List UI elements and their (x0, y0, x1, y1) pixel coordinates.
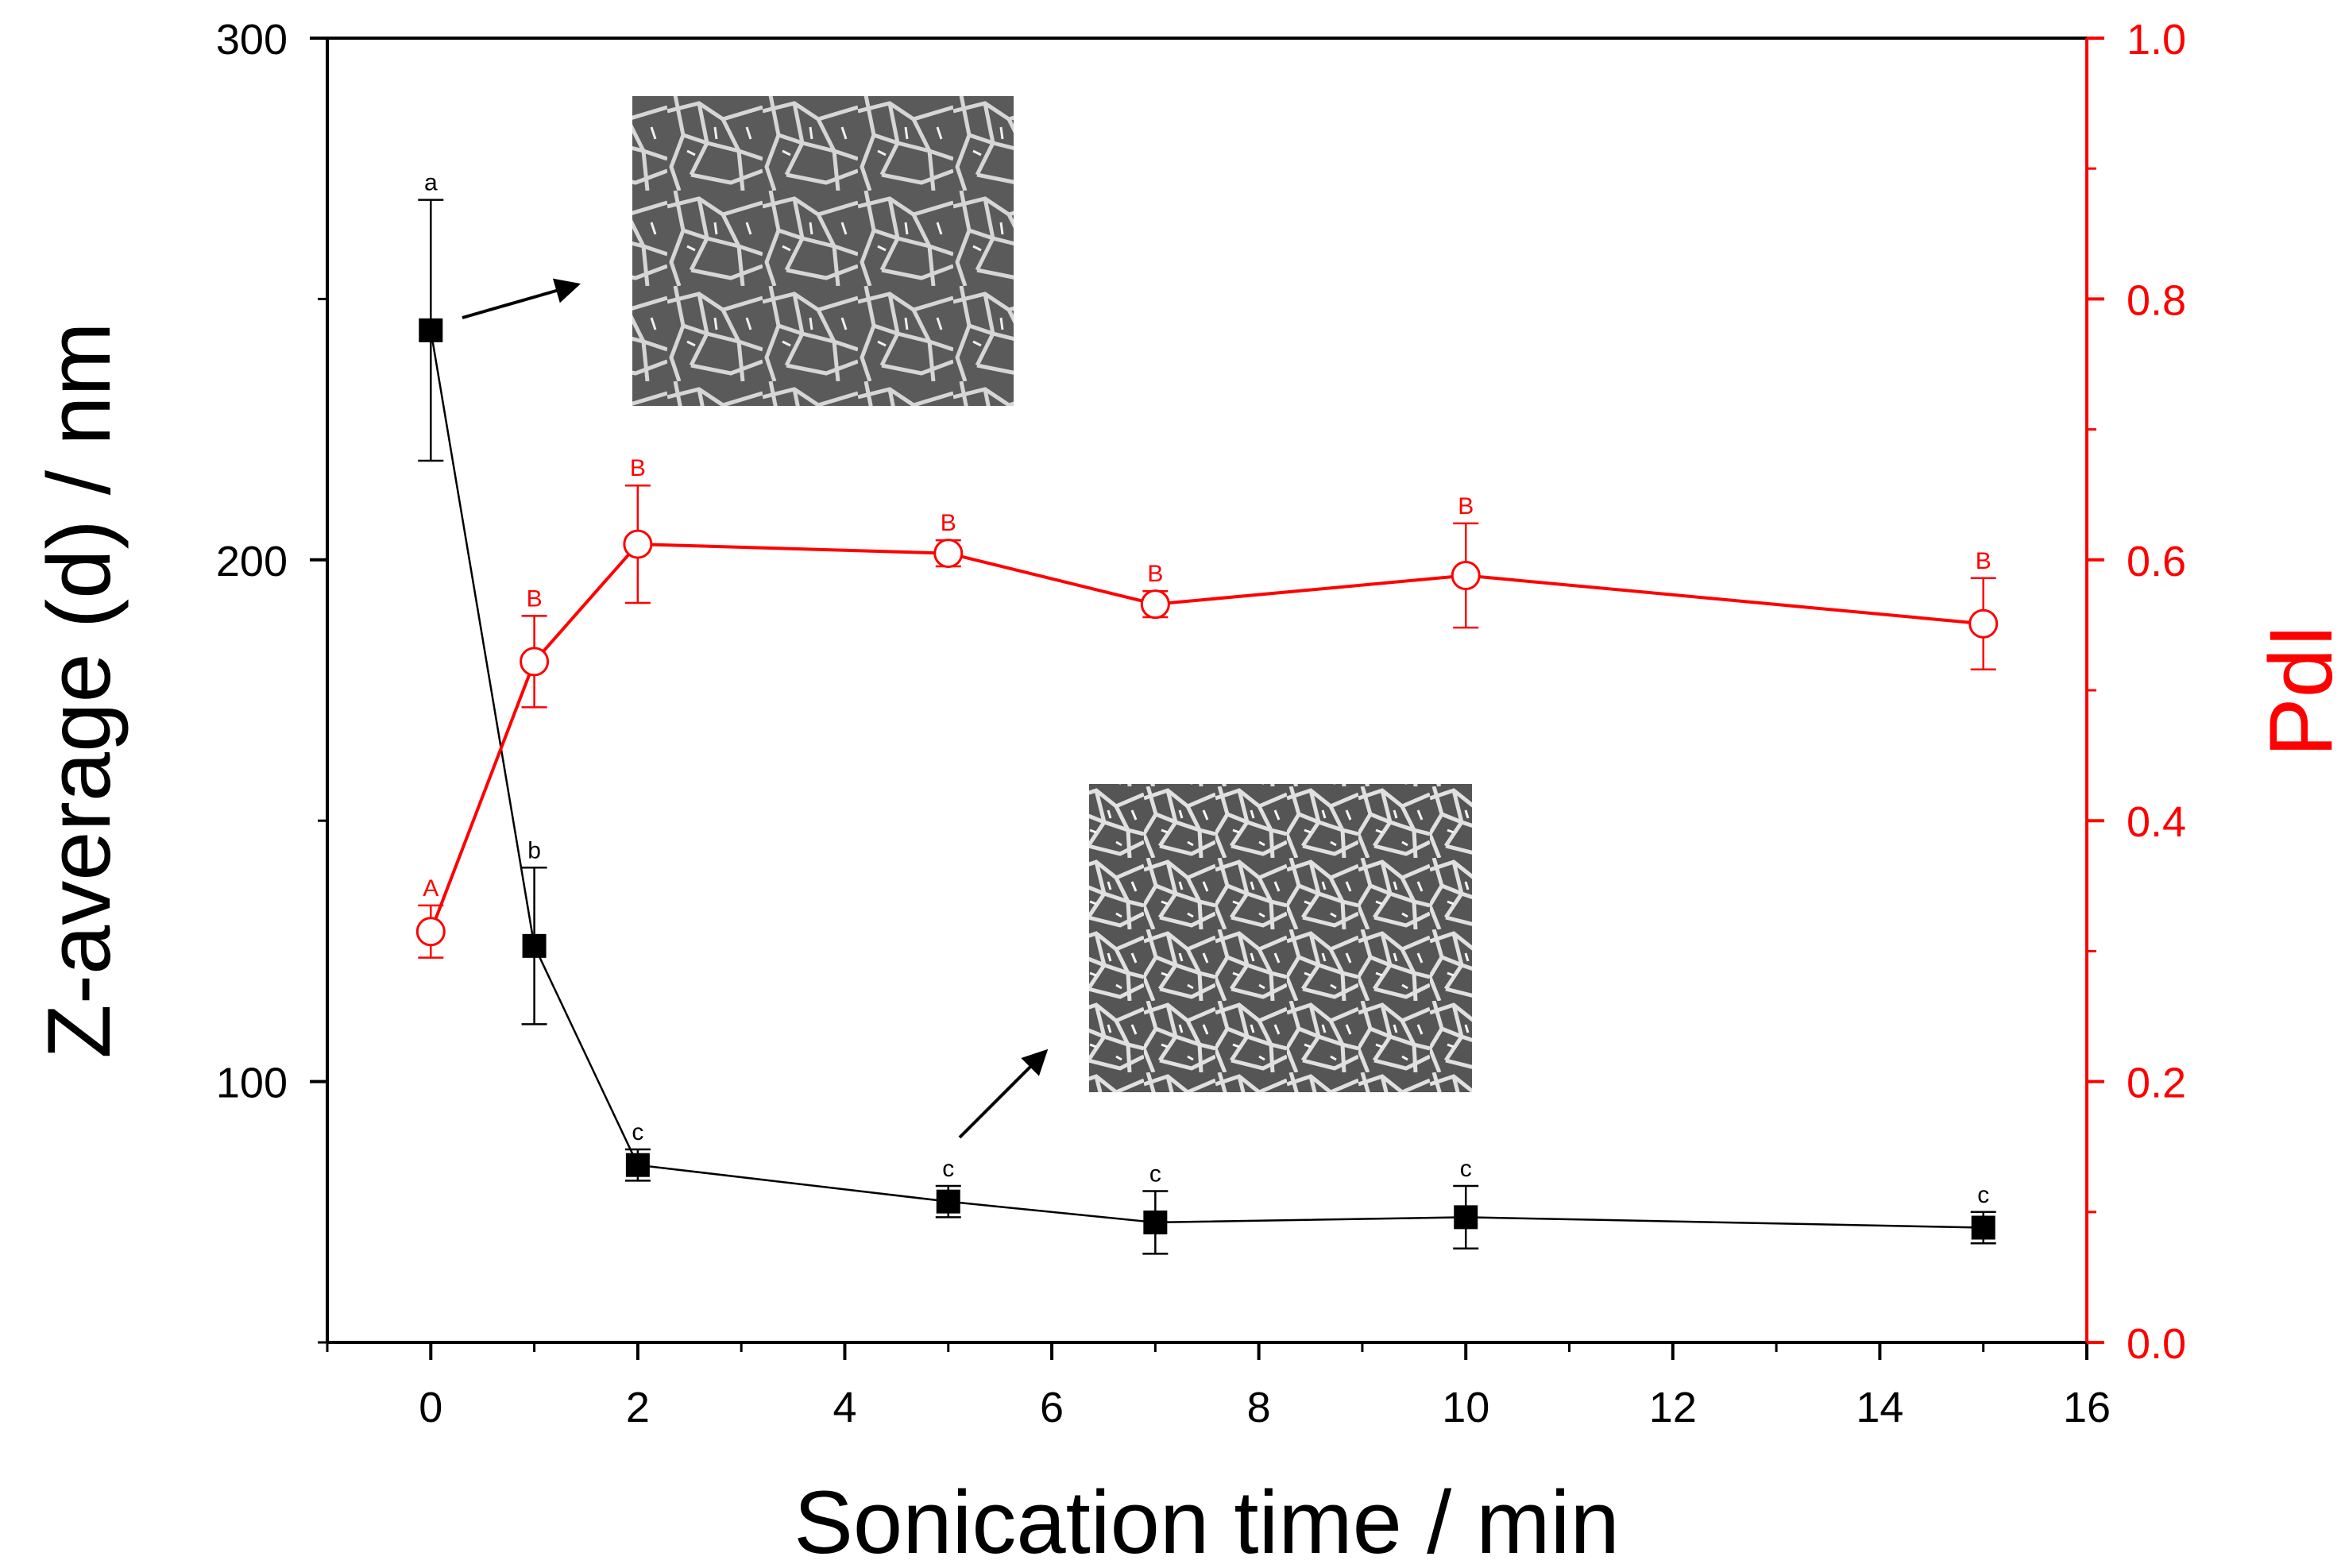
pdi-significance-label: B (941, 510, 956, 536)
y-right-tick-label: 0.6 (2127, 538, 2186, 585)
pdi-point (520, 647, 550, 677)
zavg-line (430, 330, 1984, 1229)
zavg-point (522, 933, 547, 958)
pdi-point (1451, 561, 1481, 591)
series-pdi: A B B B B B B (415, 455, 1999, 959)
inset-arrow-0min (462, 278, 581, 319)
y-right-axis-ticks: 0.0 0.2 0.4 0.6 0.8 1.0 (2087, 16, 2186, 1368)
zavg-significance-label: c (1149, 1161, 1161, 1188)
y-left-tick-label: 100 (216, 1060, 288, 1107)
series-zavg: a b c c c c c (418, 170, 1996, 1255)
pdi-point (415, 917, 446, 947)
y-right-tick-label: 1.0 (2127, 16, 2186, 64)
y-right-tick-label: 0.0 (2127, 1320, 2186, 1368)
y-left-axis-title: Z-average (d) / nm (29, 322, 129, 1058)
x-tick-label: 6 (1040, 1384, 1064, 1431)
zavg-significance-label: a (424, 170, 438, 196)
pdi-significance-label: B (1458, 493, 1474, 519)
zavg-point (1971, 1215, 1995, 1240)
pdi-point (1140, 589, 1170, 620)
x-tick-label: 12 (1649, 1384, 1697, 1431)
x-tick-label: 0 (419, 1384, 442, 1431)
y-right-tick-label: 0.2 (2127, 1060, 2186, 1107)
x-tick-label: 4 (833, 1384, 856, 1431)
zavg-significance-label: c (942, 1156, 954, 1182)
series-layer: a b c c c c c A B B B B B B (415, 170, 1999, 1255)
y-left-tick-label: 200 (216, 538, 288, 585)
inset-arrow-5min (958, 1049, 1049, 1139)
y-right-axis-title: PdI (2251, 624, 2345, 757)
pdi-point (933, 539, 964, 569)
zavg-point (419, 318, 443, 342)
x-tick-label: 14 (1856, 1384, 1903, 1431)
x-axis-ticks: 0 2 4 6 8 10 12 14 16 (326, 1342, 2111, 1431)
zavg-significance-label: c (1977, 1182, 1989, 1208)
x-tick-label: 8 (1247, 1384, 1271, 1431)
zavg-point (936, 1189, 960, 1214)
pdi-significance-label: B (630, 455, 646, 481)
zavg-significance-label: b (527, 837, 541, 863)
pdi-significance-label: B (1976, 548, 1992, 574)
x-tick-label: 16 (2063, 1384, 2111, 1431)
y-left-tick-label: 300 (216, 16, 288, 64)
pdi-point (623, 529, 653, 559)
pdi-significance-label: A (423, 875, 438, 902)
y-right-tick-label: 0.4 (2127, 798, 2186, 846)
y-left-axis-ticks: 100 200 300 (216, 16, 327, 1344)
x-tick-label: 10 (1442, 1384, 1489, 1431)
zavg-point (1143, 1210, 1168, 1234)
pdi-significance-label: B (1147, 561, 1163, 587)
zavg-point (625, 1153, 650, 1177)
sem-image-5min (1089, 784, 1472, 1092)
pdi-significance-label: B (527, 585, 543, 612)
zavg-significance-label: c (1460, 1156, 1472, 1182)
y-right-tick-label: 0.8 (2127, 276, 2186, 324)
zavg-significance-label: c (632, 1119, 643, 1145)
zavg-point (1454, 1205, 1478, 1230)
x-tick-label: 2 (626, 1384, 650, 1431)
x-axis-title: Sonication time / min (794, 1473, 1620, 1568)
pdi-point (1968, 608, 1999, 639)
sem-image-0min (632, 96, 1014, 406)
